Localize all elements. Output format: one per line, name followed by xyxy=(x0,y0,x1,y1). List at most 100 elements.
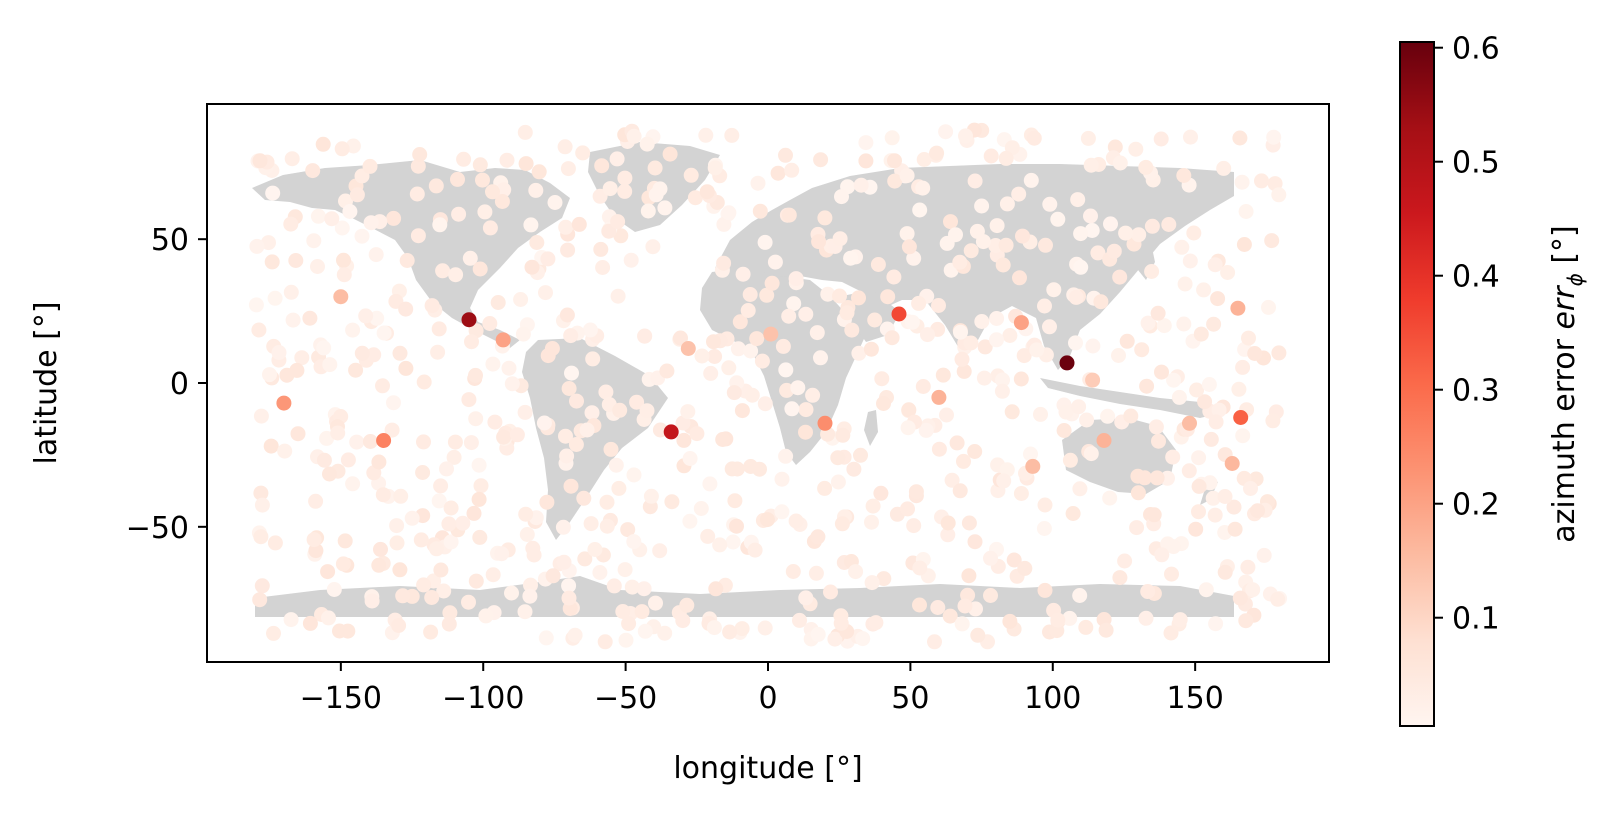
scatter-point xyxy=(613,228,629,244)
scatter-point xyxy=(938,124,954,140)
scatter-point xyxy=(468,411,484,427)
scatter-point xyxy=(522,588,538,604)
scatter-point xyxy=(1006,552,1022,568)
scatter-point xyxy=(428,178,444,194)
scatter-point-highlighted xyxy=(1013,315,1029,331)
scatter-point xyxy=(1112,570,1128,586)
scatter-point xyxy=(1161,217,1177,232)
scatter-point xyxy=(1013,486,1029,501)
scatter-point xyxy=(851,345,867,361)
scatter-point xyxy=(561,590,577,606)
scatter-point xyxy=(817,480,833,496)
land-europe-asia xyxy=(715,164,1234,370)
scatter-point-highlighted xyxy=(1233,410,1249,425)
scatter-point xyxy=(1002,613,1018,629)
scatter-point xyxy=(1123,408,1139,424)
scatter-point xyxy=(310,208,326,224)
scatter-point xyxy=(375,378,390,394)
scatter-point xyxy=(830,450,846,466)
scatter-point xyxy=(999,196,1015,212)
scatter-point xyxy=(1176,316,1192,332)
scatter-point xyxy=(1220,265,1236,280)
scatter-point xyxy=(1139,378,1155,394)
scatter-point xyxy=(864,575,880,591)
scatter-point xyxy=(839,305,855,321)
scatter-point xyxy=(252,592,268,608)
scatter-point xyxy=(249,238,265,254)
colorbar-tick-label: 0.4 xyxy=(1452,260,1500,295)
scatter-point xyxy=(1062,610,1078,626)
scatter-point xyxy=(749,331,765,347)
scatter-point xyxy=(759,287,775,303)
scatter-point xyxy=(1111,348,1126,363)
scatter-point xyxy=(618,632,634,648)
land-antarctica xyxy=(255,576,1234,617)
scatter-point xyxy=(703,365,719,381)
scatter-point xyxy=(983,148,999,164)
scatter-point xyxy=(798,306,814,322)
scatter-point xyxy=(912,202,928,218)
scatter-point xyxy=(386,210,402,226)
scatter-point xyxy=(810,529,826,545)
x-tick-label: −150 xyxy=(300,681,382,716)
scatter-point xyxy=(536,415,552,431)
scatter-point xyxy=(900,420,916,436)
scatter-point xyxy=(560,242,576,258)
scatter-point xyxy=(716,255,732,271)
scatter-point xyxy=(302,615,318,631)
scatter-point xyxy=(1193,326,1209,342)
colorbar-tick-label: 0.5 xyxy=(1452,146,1500,181)
scatter-point xyxy=(603,441,619,457)
scatter-point xyxy=(1042,319,1057,335)
scatter-point xyxy=(1100,408,1116,424)
scatter-point xyxy=(485,356,501,372)
scatter-point xyxy=(611,480,627,496)
scatter-point xyxy=(253,408,269,424)
scatter-point xyxy=(1015,228,1030,244)
scatter-point xyxy=(594,158,610,174)
scatter-point xyxy=(561,381,577,396)
scatter-point xyxy=(1261,299,1276,315)
scatter-point xyxy=(1266,129,1282,145)
scatter-point xyxy=(734,403,750,419)
scatter-point xyxy=(371,557,387,573)
scatter-point xyxy=(439,461,454,477)
scatter-point xyxy=(864,514,879,530)
scatter-point xyxy=(784,401,800,417)
scatter-point xyxy=(391,618,407,633)
scatter-point xyxy=(254,497,270,513)
scatter-point xyxy=(931,441,947,457)
scatter-point xyxy=(949,435,965,451)
scatter-point xyxy=(798,590,814,606)
scatter-point xyxy=(1216,160,1232,176)
scatter-point xyxy=(336,252,351,268)
scatter-point xyxy=(386,395,401,411)
scatter-point xyxy=(610,288,626,304)
scatter-point xyxy=(706,620,722,636)
scatter-point xyxy=(567,627,583,643)
scatter-point xyxy=(781,308,797,324)
scatter-point xyxy=(1206,316,1222,332)
scatter-point xyxy=(1235,428,1251,444)
scatter-point xyxy=(319,430,335,446)
scatter-point xyxy=(1191,450,1207,466)
scatter-point xyxy=(873,485,889,501)
scatter-point xyxy=(929,145,945,161)
scatter-point xyxy=(513,292,529,307)
scatter-point xyxy=(1084,223,1100,238)
scatter-point xyxy=(267,535,283,551)
scatter-point xyxy=(545,568,561,584)
scatter-point xyxy=(253,529,269,545)
scatter-point xyxy=(1017,560,1033,576)
scatter-point xyxy=(529,235,545,250)
scatter-point xyxy=(334,141,350,157)
scatter-point xyxy=(1191,478,1207,494)
scatter-point xyxy=(504,376,520,392)
scatter-point xyxy=(752,203,768,219)
scatter-point xyxy=(744,387,760,403)
colorbar-tick-label: 0.1 xyxy=(1452,602,1500,637)
scatter-point xyxy=(637,328,653,344)
scatter-point xyxy=(1240,559,1256,575)
scatter-point xyxy=(954,351,970,367)
scatter-point xyxy=(1181,463,1197,479)
